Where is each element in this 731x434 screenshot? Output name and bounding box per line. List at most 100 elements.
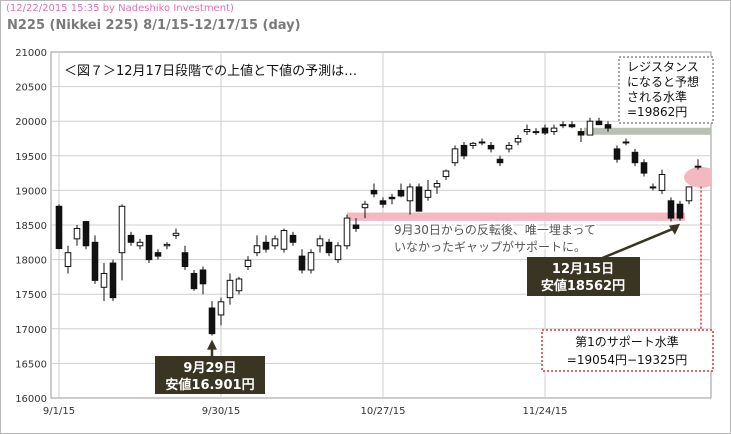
dec15-label: 安値18562円 [541,278,625,294]
candle-body [478,141,486,144]
candle-body [694,165,702,168]
candle-body [451,148,459,164]
candle-body [550,127,558,133]
resistance-band [584,127,711,135]
candle-body [55,205,63,250]
candle-body [658,173,666,191]
gap-note-line: いなかったギャップがサポートに。 [394,239,586,254]
candle-body [667,200,675,219]
candle-body [208,307,216,335]
x-tick-label: 9/1/15 [43,406,75,417]
candle-body [514,138,522,143]
candle-body [271,238,279,247]
y-tick-label: 16000 [15,394,47,405]
candle-body [496,158,504,164]
y-tick-label: 20500 [15,83,47,94]
candle-body [244,259,252,268]
y-tick-label: 20000 [15,117,47,128]
candle-body [64,252,72,268]
candle-body [172,232,180,236]
candle-body [298,255,306,271]
candle-body [109,262,117,299]
candle-body [154,252,162,257]
candle-body [523,129,531,133]
candle-body [406,186,414,202]
level-bands [347,127,711,221]
candle-body [631,151,639,164]
x-tick-labels: 9/1/15 9/30/15 10/27/15 11/24/15 [43,406,568,417]
candle-body [559,124,567,127]
candle-body [235,278,243,292]
candle-body [622,141,630,144]
y-tick-label: 19500 [15,152,47,163]
candle-body [370,189,378,195]
candle-body [640,162,648,174]
candle-body [100,272,108,288]
candle-body [127,234,135,243]
candle-body [388,196,396,200]
support-label: 第1のサポート水準 [575,334,679,349]
figure-title: ＜図７＞12月17日段階での上値と下値の予測は… [64,63,357,79]
chart-title: N225 (Nikkei 225) 8/1/15-12/17/15 (day) [7,18,301,33]
sep29-label: 安値16.901円 [165,377,254,393]
dec15-label: 12月15日 [552,262,614,277]
candle-body [352,224,360,229]
candle-body [316,238,324,247]
gap-support-band [347,212,685,221]
candle-body [433,182,441,188]
y-tick-labels: 16000 16500 17000 17500 18000 18500 19000 19500… [15,48,47,405]
candle-body [649,186,657,189]
y-tick-label: 19000 [15,186,47,197]
sep29-label: 9月29日 [183,361,236,376]
gap-note-halo: いなかったギャップがサポートに。 [394,239,586,254]
candle-body [469,142,477,146]
candle-body [199,269,207,285]
candle-body [568,124,576,128]
y-tick-label: 18500 [15,221,47,232]
candle-body [343,217,351,247]
candle-body [118,205,126,254]
candle-body [73,227,81,240]
candle-body [136,241,144,247]
candle-body [217,301,225,316]
candle-body [487,144,495,150]
candle-body [82,221,90,247]
y-tick-label: 16500 [15,359,47,370]
dec15-arrow-line [599,225,679,261]
x-tick-label: 11/24/15 [523,406,568,417]
support-label: =19054円−19325円 [567,353,687,367]
candle-body [253,245,261,254]
support-highlight [684,166,711,188]
candle-body [163,243,171,247]
candle-body [262,241,270,250]
candle-body [334,245,342,261]
y-tick-label: 21000 [15,48,47,59]
gap-note-halo: 9月30日からの反転後、唯一埋まって [394,223,596,237]
candle-body [397,189,405,197]
grid [51,52,711,398]
candle-body [460,144,468,157]
resistance-label: =19862円 [627,105,687,119]
candle-body [541,127,549,134]
candle-body [307,252,315,271]
candle-body [442,170,450,178]
resistance-label: される水準 [627,89,687,104]
annotations: ＜図７＞12月17日段階での上値と下値の予測は… レジスタンスになると予想される水… [64,56,714,394]
candle-body [577,131,585,136]
y-tick-label: 17000 [15,325,47,336]
candle-body [226,279,234,299]
candle-body [415,186,423,212]
resistance-label: レジスタンス [627,60,699,74]
resistance-label: になると予想 [627,74,699,89]
candle-body [289,234,297,243]
y-tick-label: 17500 [15,290,47,301]
candle-body [586,120,594,136]
candle-body [325,241,333,254]
x-tick-label: 10/27/15 [361,406,406,417]
candle-body [424,189,432,198]
timestamp-line: (12/22/2015 15:35 by Nadeshiko Investmen… [6,3,234,14]
candle-body [532,131,540,134]
candle-body [145,234,153,261]
candle-body [685,186,693,202]
candle-body [190,272,198,290]
